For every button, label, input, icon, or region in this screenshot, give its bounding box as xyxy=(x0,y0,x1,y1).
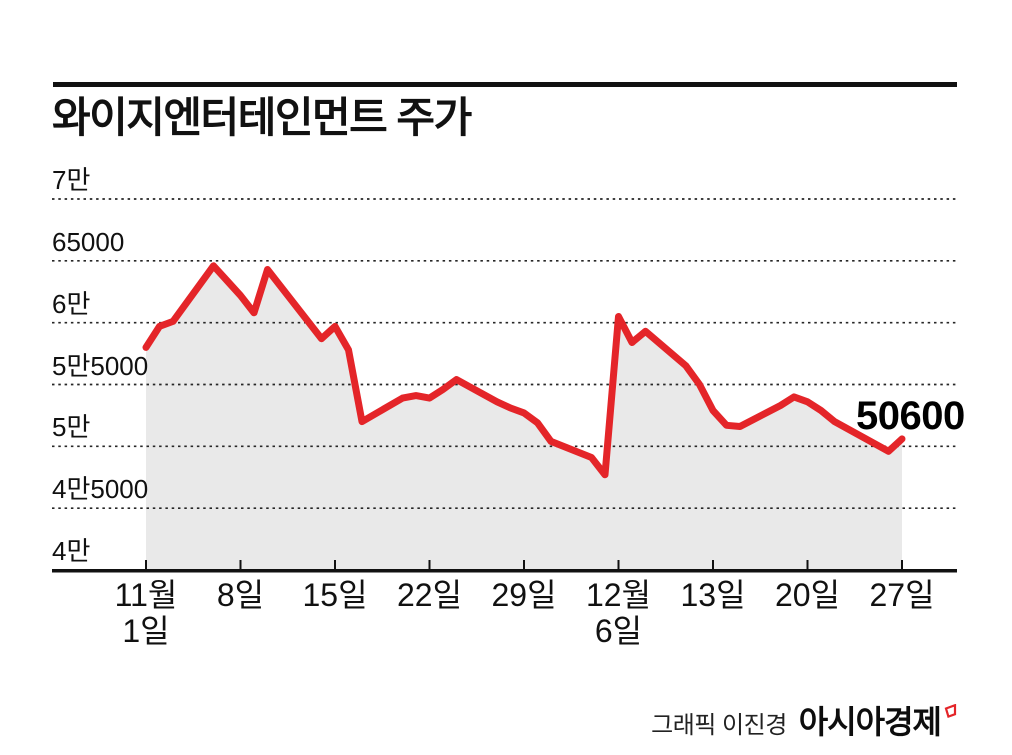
x-tick-label-line: 11월 xyxy=(114,577,178,613)
x-tick-label-line: 29일 xyxy=(491,577,557,613)
x-tick-label-line: 1일 xyxy=(122,613,170,649)
x-tick-label-line: 15일 xyxy=(302,577,368,613)
y-tick-label: 65000 xyxy=(52,226,125,257)
x-tick-label: 13일 xyxy=(648,577,778,613)
area-fill xyxy=(146,265,902,570)
x-tick-label-line: 12월 xyxy=(585,577,652,613)
credit-line: 그래픽 이진경 아시아경제 xyxy=(651,697,957,743)
x-tick-label: 22일 xyxy=(365,577,495,613)
x-tick-label-line: 27일 xyxy=(869,577,935,613)
credit-text: 그래픽 이진경 xyxy=(651,712,787,739)
y-tick-label: 6만 xyxy=(52,288,91,319)
x-tick-label-line: 8일 xyxy=(216,577,265,613)
x-tick-label: 12월 6일 xyxy=(554,577,684,649)
y-tick-label: 5만5000 xyxy=(52,350,149,381)
x-tick-label: 15일 xyxy=(270,577,400,613)
price-line xyxy=(142,262,906,479)
x-tick-label: 29일 xyxy=(459,577,589,613)
header-rule xyxy=(53,82,957,87)
y-tick-label: 4만 xyxy=(52,536,91,566)
x-tick-label-line: 20일 xyxy=(774,577,841,613)
x-tick-label: 20일 xyxy=(743,577,873,613)
y-tick-label: 5만 xyxy=(52,412,91,443)
x-tick-label-line: 22일 xyxy=(396,577,463,613)
y-tick-label: 4만5000 xyxy=(52,474,149,505)
y-tick-label: 7만 xyxy=(52,165,91,195)
x-tick-label: 11월 1일 xyxy=(81,577,211,649)
x-tick-label-line: 13일 xyxy=(680,577,746,613)
x-tick-label: 27일 xyxy=(837,577,967,613)
x-tick-label: 8일 xyxy=(176,577,306,613)
last-price-label: 50600 xyxy=(856,394,965,438)
x-tick-label-line: 6일 xyxy=(594,613,643,649)
chart-title: 와이지엔터테인먼트 주가 xyxy=(52,94,472,141)
asiae-logo-mark-icon xyxy=(944,704,957,719)
asiae-logo: 아시아경제 xyxy=(798,704,942,740)
